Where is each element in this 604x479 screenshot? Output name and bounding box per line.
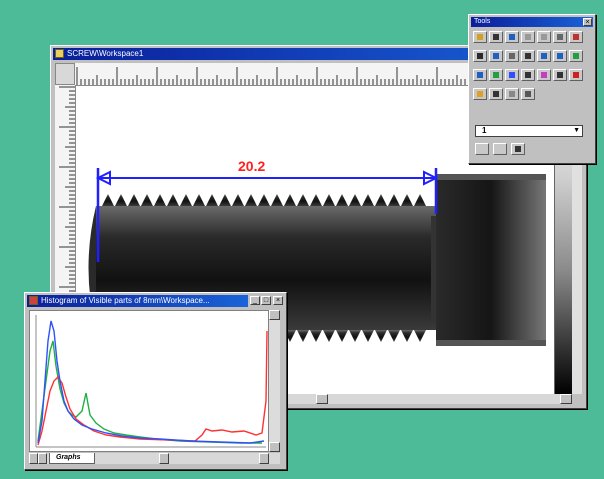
tool-icon bbox=[509, 91, 515, 97]
tool-icon bbox=[525, 34, 531, 40]
tools-combo-value: 1 bbox=[482, 126, 487, 135]
image-window-title: SCREW\Workspace1 bbox=[67, 49, 144, 58]
tool-icon bbox=[525, 53, 531, 59]
tool-icon bbox=[493, 53, 499, 59]
tool-icon bbox=[477, 53, 483, 59]
tab-scroll-left-button[interactable] bbox=[29, 453, 38, 464]
tool-button[interactable] bbox=[569, 31, 583, 43]
histogram-maximize-button[interactable]: □ bbox=[261, 296, 271, 305]
tool-button[interactable] bbox=[489, 69, 503, 81]
horizontal-scroll-thumb[interactable] bbox=[316, 394, 328, 404]
tool-button[interactable] bbox=[553, 50, 567, 62]
tool-icon bbox=[557, 72, 563, 78]
tool-button[interactable] bbox=[521, 69, 535, 81]
histogram-app-icon bbox=[29, 296, 38, 305]
histogram-close-button[interactable]: × bbox=[273, 296, 283, 305]
tool-icon bbox=[573, 53, 579, 59]
app-icon bbox=[55, 49, 64, 58]
tool-icon bbox=[525, 72, 531, 78]
tool-button[interactable] bbox=[569, 50, 583, 62]
histogram-window-titlebar[interactable]: Histogram of Visible parts of 8mm\Worksp… bbox=[27, 295, 248, 307]
horizontal-ruler-ticks bbox=[76, 67, 490, 85]
tool-icon bbox=[541, 34, 547, 40]
histogram-minimize-button[interactable]: _ bbox=[250, 296, 260, 305]
tool-extra-3[interactable] bbox=[511, 143, 525, 155]
histogram-bottom-bar: Graphs bbox=[29, 453, 280, 464]
histogram-vertical-scrollbar[interactable] bbox=[269, 310, 280, 452]
tool-icon bbox=[477, 91, 483, 97]
tools-combo[interactable]: 1 ▼ bbox=[475, 125, 583, 137]
tool-button[interactable] bbox=[537, 50, 551, 62]
tool-grid bbox=[473, 31, 591, 121]
measurement-label: 20.2 bbox=[238, 158, 266, 174]
histogram-horizontal-scroll-right-button[interactable] bbox=[259, 453, 269, 464]
tool-icon bbox=[557, 53, 563, 59]
vertical-scrollbar[interactable] bbox=[572, 86, 582, 394]
histogram-series-red bbox=[37, 330, 268, 446]
tool-button[interactable] bbox=[521, 31, 535, 43]
horizontal-scroll-right-button[interactable] bbox=[560, 394, 572, 404]
histogram-window-title: Histogram of Visible parts of 8mm\Worksp… bbox=[41, 296, 210, 305]
tool-icon bbox=[573, 34, 579, 40]
tool-button[interactable] bbox=[505, 50, 519, 62]
tool-icon bbox=[493, 34, 499, 40]
tool-button[interactable] bbox=[553, 69, 567, 81]
tool-extra-2[interactable] bbox=[493, 143, 507, 155]
tool-icon bbox=[509, 34, 515, 40]
tool-icon bbox=[541, 72, 547, 78]
tool-button[interactable] bbox=[489, 50, 503, 62]
tool-button[interactable] bbox=[537, 69, 551, 81]
histogram-series-green bbox=[37, 340, 262, 444]
tool-icon bbox=[573, 72, 579, 78]
tool-button[interactable] bbox=[489, 88, 503, 100]
tools-window-titlebar[interactable]: Tools bbox=[471, 17, 593, 27]
tool-button[interactable] bbox=[553, 31, 567, 43]
tool-icon bbox=[541, 53, 547, 59]
measurement-overlay[interactable] bbox=[76, 86, 554, 394]
tool-button[interactable] bbox=[473, 69, 487, 81]
tool-icon bbox=[557, 34, 563, 40]
horizontal-scrollbar[interactable] bbox=[76, 394, 572, 404]
horizontal-ruler bbox=[75, 63, 491, 86]
histogram-scroll-down-button[interactable] bbox=[269, 442, 280, 452]
tool-icon bbox=[509, 72, 515, 78]
tool-icon bbox=[509, 53, 515, 59]
chevron-down-icon: ▼ bbox=[573, 127, 580, 134]
tool-button[interactable] bbox=[521, 88, 535, 100]
tools-window: Tools × 1 ▼ bbox=[468, 14, 596, 164]
image-window-titlebar[interactable]: SCREW\Workspace1 bbox=[53, 48, 584, 60]
tool-button[interactable] bbox=[489, 31, 503, 43]
tool-icon bbox=[477, 34, 483, 40]
tool-button[interactable] bbox=[521, 50, 535, 62]
tool-icon bbox=[493, 72, 499, 78]
tool-icon bbox=[493, 91, 499, 97]
histogram-horizontal-scroll-thumb[interactable] bbox=[159, 453, 169, 464]
histogram-window: Histogram of Visible parts of 8mm\Worksp… bbox=[24, 292, 287, 470]
histogram-plot-area[interactable] bbox=[29, 310, 269, 452]
tool-icon bbox=[525, 91, 531, 97]
histogram-chart bbox=[35, 315, 268, 448]
tools-window-title: Tools bbox=[474, 18, 491, 25]
tab-scroll-right-button[interactable] bbox=[38, 453, 47, 464]
tool-icon bbox=[477, 72, 483, 78]
histogram-scroll-up-button[interactable] bbox=[269, 310, 280, 320]
tool-button[interactable] bbox=[505, 88, 519, 100]
tool-extra-1[interactable] bbox=[475, 143, 489, 155]
tool-button[interactable] bbox=[505, 69, 519, 81]
tool-button[interactable] bbox=[569, 69, 583, 81]
tool-button[interactable] bbox=[473, 31, 487, 43]
ruler-corner bbox=[55, 63, 75, 85]
histogram-series-blue bbox=[37, 320, 265, 444]
tools-close-button[interactable]: × bbox=[583, 18, 592, 26]
tab-graphs[interactable]: Graphs bbox=[49, 453, 95, 464]
tool-button[interactable] bbox=[473, 50, 487, 62]
tab-graphs-label: Graphs bbox=[56, 454, 81, 461]
tool-button[interactable] bbox=[505, 31, 519, 43]
tool-button[interactable] bbox=[473, 88, 487, 100]
tool-button[interactable] bbox=[537, 31, 551, 43]
